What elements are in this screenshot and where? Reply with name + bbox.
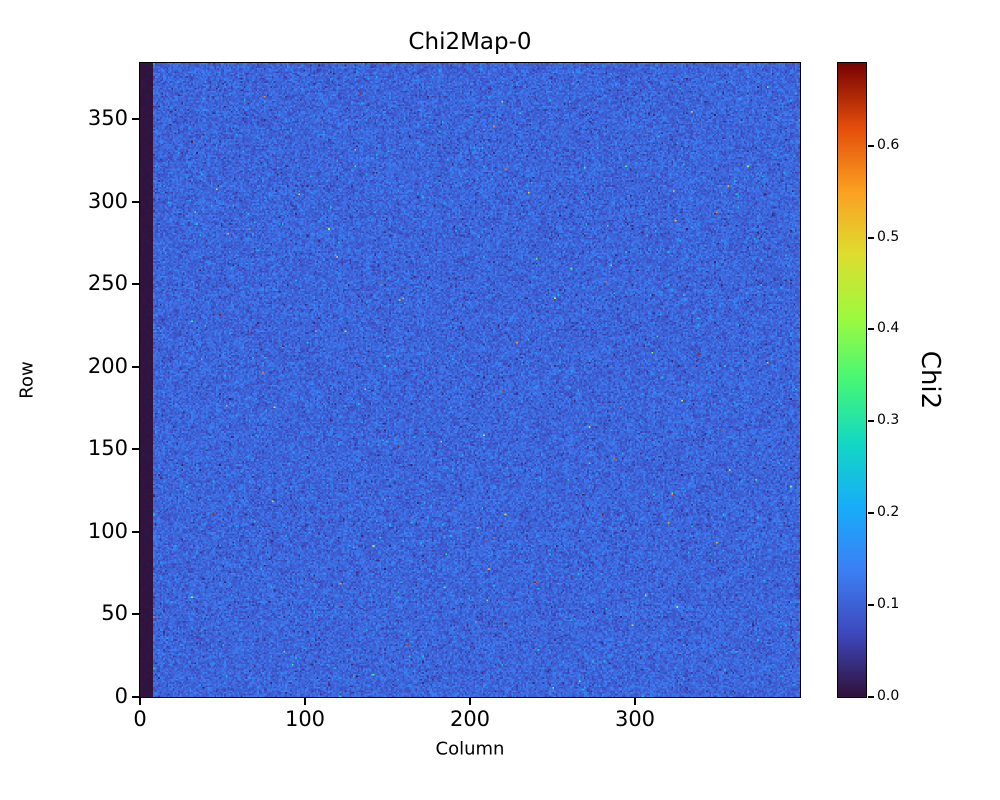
x-tick-mark <box>469 698 471 705</box>
y-tick-label: 100 <box>87 518 128 543</box>
x-tick-mark <box>139 698 141 705</box>
colorbar-label: Chi2 <box>915 350 945 410</box>
y-tick-label: 200 <box>87 353 128 378</box>
colorbar-tick-mark <box>868 236 874 239</box>
y-tick-label: 350 <box>87 106 128 131</box>
y-tick-mark <box>132 283 139 286</box>
colorbar-tick-mark <box>868 604 874 607</box>
colorbar-canvas <box>838 63 866 697</box>
colorbar-tick-mark <box>868 512 874 515</box>
y-tick-mark <box>132 365 139 368</box>
colorbar-tick-mark <box>868 696 874 698</box>
y-tick-label: 150 <box>87 436 128 461</box>
colorbar-tick-label: 0.3 <box>877 412 900 429</box>
y-tick-label: 300 <box>87 188 128 213</box>
y-tick-mark <box>132 613 139 616</box>
x-tick-mark <box>634 698 636 705</box>
colorbar-tick-mark <box>868 144 874 147</box>
colorbar-tick-label: 0.0 <box>877 688 900 704</box>
y-tick-label: 50 <box>101 601 128 626</box>
colorbar-tick-label: 0.6 <box>877 136 900 153</box>
y-axis-label: Row <box>16 361 38 399</box>
x-tick-label: 300 <box>614 707 656 731</box>
y-tick-mark <box>132 696 139 698</box>
colorbar-tick-label: 0.2 <box>877 504 900 521</box>
y-tick-mark <box>132 448 139 451</box>
colorbar-tick-label: 0.5 <box>877 228 900 245</box>
x-axis-label: Column <box>435 738 505 760</box>
y-tick-label: 0 <box>114 684 128 708</box>
y-tick-mark <box>132 118 139 121</box>
y-tick-mark <box>132 200 139 203</box>
x-tick-label: 200 <box>449 707 491 731</box>
x-tick-label: 100 <box>284 707 326 731</box>
colorbar-tick-mark <box>868 328 874 331</box>
x-tick-label: 0 <box>133 707 147 731</box>
colorbar-tick-label: 0.1 <box>877 596 900 613</box>
y-tick-mark <box>132 530 139 533</box>
y-tick-label: 250 <box>87 271 128 296</box>
colorbar-tick-label: 0.4 <box>877 320 900 337</box>
heatmap-canvas <box>140 63 800 697</box>
plot-title: Chi2Map-0 <box>408 29 532 55</box>
colorbar-tick-mark <box>868 420 874 423</box>
x-tick-mark <box>304 698 306 705</box>
